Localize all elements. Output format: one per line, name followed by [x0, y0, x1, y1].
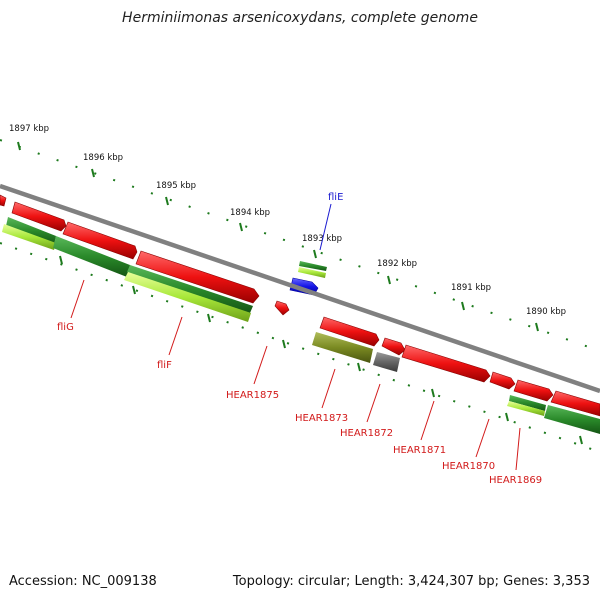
- kbp-label: 1890 kbp: [526, 307, 566, 317]
- kbp-label: 1895 kbp: [156, 181, 196, 191]
- genome-backbone: [0, 183, 600, 394]
- cog-marker-dark: [299, 261, 327, 271]
- inner-scale-ticks: [0, 242, 600, 453]
- kbp-label: 1896 kbp: [83, 153, 123, 163]
- forward-genes: [0, 194, 600, 417]
- gene-label-flif: fliF: [157, 360, 172, 371]
- gene-label-hear1869: HEAR1869: [489, 475, 542, 486]
- gene-arrow-red[interactable]: [381, 337, 406, 356]
- inner-scale-major-ticks: [59, 255, 583, 445]
- gene-arrow-red[interactable]: [319, 316, 380, 347]
- kbp-label: 1892 kbp: [377, 259, 417, 269]
- gene-arrow-red[interactable]: [489, 371, 516, 390]
- leader-line-flie: [319, 203, 332, 251]
- leader-lines: [70, 279, 521, 471]
- gene-arrow-red[interactable]: [274, 300, 290, 316]
- gene-arrow-red[interactable]: [401, 344, 491, 383]
- gene-label-hear1872: HEAR1872: [340, 428, 393, 439]
- outer-scale-ticks: [0, 139, 600, 352]
- gene-label-hear1871: HEAR1871: [393, 445, 446, 456]
- cog-marker-light: [298, 267, 326, 278]
- gene-label-hear1873: HEAR1873: [295, 413, 348, 424]
- outer-scale-major-ticks: [17, 141, 539, 332]
- gene-arrow-red[interactable]: [0, 194, 7, 207]
- gene-arrow-red[interactable]: [11, 201, 67, 232]
- gene-label-flie: fliE: [328, 192, 343, 203]
- gene-arrow-red[interactable]: [135, 250, 260, 304]
- accession-text: Accession: NC_009138: [9, 574, 157, 589]
- kbp-label: 1897 kbp: [9, 124, 49, 134]
- kbp-label: 1891 kbp: [451, 283, 491, 293]
- cog-bars: [2, 217, 600, 434]
- genome-summary: Topology: circular; Length: 3,424,307 bp…: [232, 574, 590, 589]
- gene-arrow-red[interactable]: [513, 379, 554, 402]
- gene-label-hear1870: HEAR1870: [442, 461, 495, 472]
- gene-label-hear1875: HEAR1875: [226, 390, 279, 401]
- gene-arrow-red[interactable]: [550, 390, 600, 417]
- kbp-label: 1893 kbp: [302, 234, 342, 244]
- kbp-label: 1894 kbp: [230, 208, 270, 218]
- gene-label-flig: fliG: [57, 322, 74, 333]
- map-title: Herminiimonas arsenicoxydans, complete g…: [122, 10, 478, 26]
- gene-arrow-red[interactable]: [62, 221, 138, 260]
